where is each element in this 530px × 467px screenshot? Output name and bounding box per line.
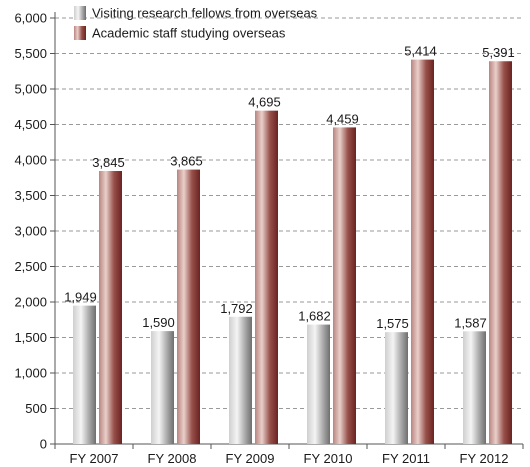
y-tick-label: 4,000 [14,153,47,168]
y-tick-label: 5,000 [14,82,47,97]
bar-staff-overseas [411,59,434,445]
legend-label: Visiting research fellows from overseas [92,6,318,21]
y-tick-label: 2,000 [14,295,47,310]
data-label: 1,949 [64,290,97,305]
data-label: 1,682 [298,309,331,324]
data-label: 1,575 [376,316,409,331]
y-tick-label: 3,000 [14,224,47,239]
gridlines [55,17,523,409]
y-tick-label: 4,500 [14,117,47,132]
y-tick-label: 5,500 [14,46,47,61]
bar-visiting-fellows [385,332,408,444]
bar-visiting-fellows [307,324,330,444]
data-label: 1,590 [142,315,175,330]
x-tick-label: FY 2011 [382,451,430,466]
legend-swatch [74,6,86,20]
legend-label: Academic staff studying overseas [92,26,286,41]
bar-visiting-fellows [73,305,96,444]
bar-staff-overseas [255,110,278,444]
x-tick-label: FY 2009 [226,451,275,466]
data-labels: 1,949 1,590 1,792 1,682 1,575 1,587 3,845 3,865… [64,44,515,332]
data-label: 4,459 [326,111,359,126]
y-tick-label: 1,500 [14,330,47,345]
y-tick-label: 0 [40,437,47,452]
bar-visiting-fellows [151,331,174,444]
axes: 0 500 1,000 1,500 2,000 2,500 3,000 3,500 4,000 4… [14,11,524,466]
y-tick-label: 6,000 [14,11,47,26]
data-label: 1,587 [454,315,487,330]
x-tick-label: FY 2007 [70,451,119,466]
x-tick-label: FY 2010 [304,451,353,466]
y-tick-label: 3,500 [14,188,47,203]
bars [73,59,512,445]
bar-visiting-fellows [463,331,486,444]
y-tick-label: 500 [25,401,47,416]
bar-staff-overseas [177,169,200,444]
bar-staff-overseas [333,127,356,444]
data-label: 1,792 [220,301,253,316]
data-label: 4,695 [248,95,281,110]
x-tick-label: FY 2012 [460,451,509,466]
data-label: 3,865 [170,154,203,169]
legend-swatch [74,26,86,40]
bar-staff-overseas [99,171,122,444]
bar-staff-overseas [489,61,512,444]
y-tick-label: 2,500 [14,259,47,274]
bar-visiting-fellows [229,316,252,444]
legend: Visiting research fellows from overseas A… [74,6,318,41]
data-label: 5,391 [482,45,515,60]
data-label: 5,414 [404,44,437,59]
y-tick-label: 1,000 [14,366,47,381]
x-tick-label: FY 2008 [148,451,197,466]
data-label: 3,845 [92,155,125,170]
